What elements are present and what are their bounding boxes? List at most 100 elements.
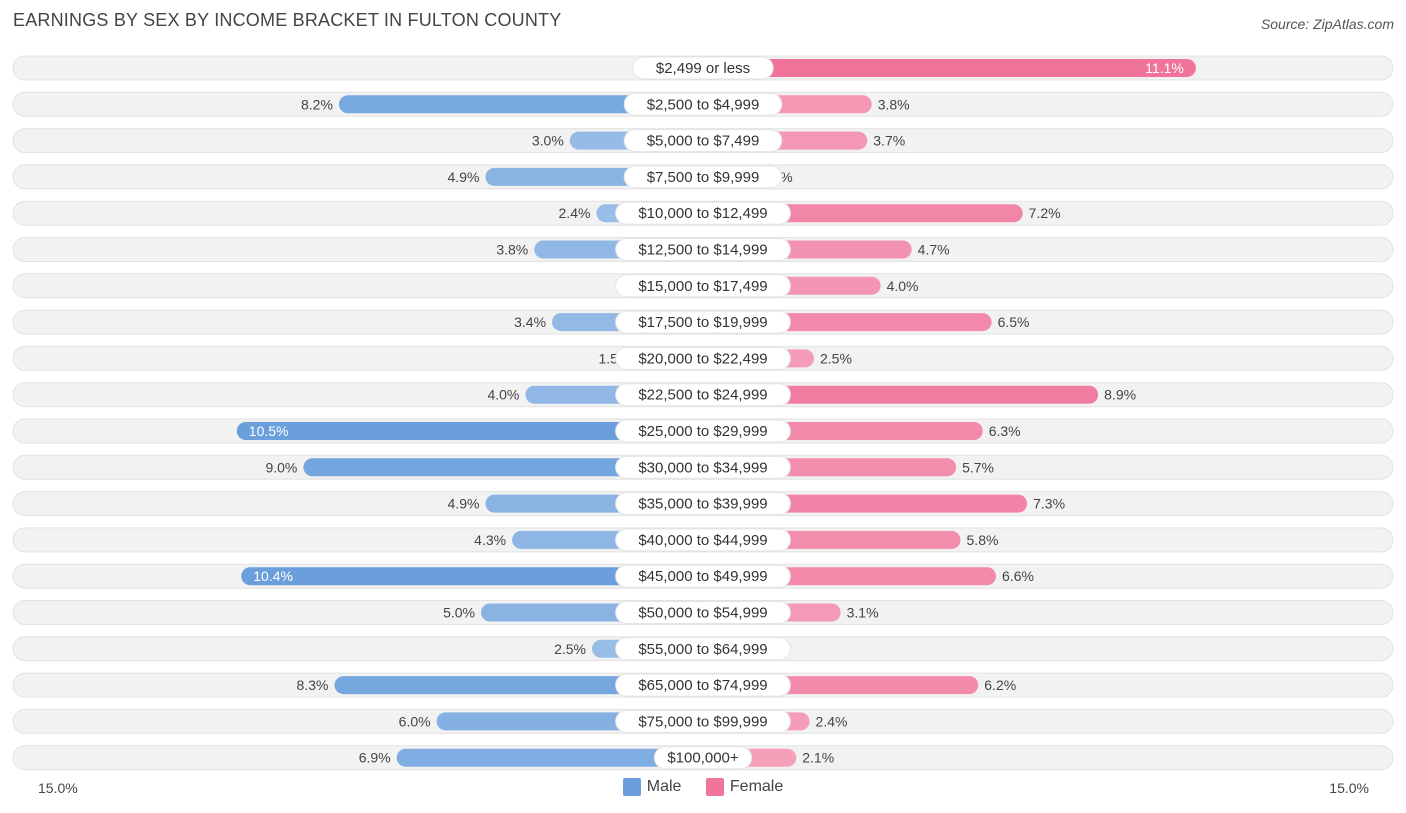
category-label: $30,000 to $34,999 — [638, 459, 767, 476]
category-pill — [653, 746, 753, 770]
male-bar — [396, 748, 703, 767]
bar-row: 1.5% 2.5%$20,000 to $22,499 — [12, 345, 1394, 371]
category-pill — [615, 383, 791, 407]
category-pill — [615, 274, 791, 298]
bar-row: 8.3% 6.2% $65,000 to $74,999 — [12, 672, 1394, 698]
category-label: $35,000 to $39,999 — [638, 496, 767, 513]
legend-female[interactable]: Female — [705, 778, 784, 796]
category-pill — [615, 455, 791, 479]
male-bar — [241, 567, 704, 586]
bar-row: 0.66%4.0%$15,000 to $17,499 — [12, 273, 1394, 299]
female-value-label: 6.2% — [984, 677, 1016, 693]
male-value-label: 10.4% — [253, 568, 293, 584]
bar-row: 3.4% 6.5% $17,500 to $19,999 — [12, 309, 1394, 335]
legend-female-label: Female — [729, 778, 784, 795]
chart-title: EARNINGS BY SEX BY INCOME BRACKET IN FUL… — [13, 10, 562, 30]
male-value-label: 3.8% — [496, 242, 528, 258]
category-pill — [623, 165, 783, 189]
category-pill — [615, 637, 791, 661]
category-label: $50,000 to $54,999 — [638, 605, 767, 622]
male-value-label: 4.3% — [474, 532, 506, 548]
category-label: $2,500 to $4,999 — [647, 96, 760, 113]
female-value-label: 4.7% — [918, 242, 950, 258]
category-label: $65,000 to $74,999 — [638, 677, 767, 694]
category-pill — [615, 601, 791, 624]
female-value-label: 11.1% — [1145, 60, 1184, 76]
male-bar — [303, 458, 703, 477]
category-label: $20,000 to $22,499 — [638, 350, 767, 367]
bar-row: 6.0% 2.4% $75,000 to $99,999 — [12, 708, 1394, 734]
female-value-label: 3.1% — [847, 605, 879, 621]
female-value-label: 5.7% — [962, 459, 994, 475]
category-pill — [615, 201, 791, 225]
male-bar — [338, 95, 703, 114]
female-value-label: 6.5% — [998, 314, 1030, 330]
bar-row: 10.5% 6.3% $25,000 to $29,999 — [12, 418, 1394, 444]
category-pill — [623, 129, 783, 153]
female-value-label: 7.2% — [1029, 205, 1061, 221]
bar-row: 2.4% 7.2% $10,000 to $12,499 — [12, 200, 1394, 226]
male-value-label: 4.9% — [448, 496, 480, 512]
male-value-label: 8.3% — [297, 677, 329, 693]
female-value-label: 6.3% — [989, 423, 1021, 439]
male-value-label: 10.5% — [249, 423, 289, 439]
bar-row: 3.0% 3.7% $5,000 to $7,499 — [12, 128, 1394, 154]
male-value-label: 3.0% — [532, 133, 564, 149]
bar-row: 10.4% 6.6% $45,000 to $49,999 — [12, 563, 1394, 589]
female-value-label: 4.0% — [887, 278, 919, 294]
bar-row: 3.8% 4.7% $12,500 to $14,999 — [12, 237, 1394, 262]
category-label: $40,000 to $44,999 — [638, 532, 767, 549]
category-label: $25,000 to $29,999 — [638, 423, 767, 440]
category-label: $7,500 to $9,999 — [647, 169, 760, 186]
female-value-label: 8.9% — [1104, 387, 1136, 403]
legend-male[interactable]: Male — [622, 778, 682, 796]
category-label: $17,500 to $19,999 — [638, 314, 767, 331]
category-label: $15,000 to $17,499 — [638, 278, 767, 295]
male-value-label: 6.9% — [359, 750, 391, 766]
legend-male-label: Male — [646, 778, 682, 795]
legend-female-swatch — [705, 778, 724, 796]
female-value-label: 3.8% — [878, 96, 910, 112]
bar-row: 9.0% 5.7% $30,000 to $34,999 — [12, 454, 1394, 480]
source-label: Source: ZipAtlas.com — [1260, 16, 1394, 32]
male-value-label: 9.0% — [265, 459, 297, 475]
legend-male-swatch — [622, 778, 641, 796]
male-value-label: 4.0% — [487, 387, 519, 403]
category-label: $2,499 or less — [656, 60, 750, 77]
bar-row: 5.0% 3.1% $50,000 to $54,999 — [12, 600, 1394, 625]
category-label: $12,500 to $14,999 — [638, 242, 767, 259]
bar-row: 4.9%0.99%$7,500 to $9,999 — [12, 164, 1394, 190]
female-value-label: 2.5% — [820, 350, 852, 366]
female-bar — [703, 385, 1099, 404]
category-pill — [615, 346, 791, 370]
female-value-label: 2.4% — [816, 713, 848, 729]
axis-right-label: 15.0% — [1329, 780, 1369, 796]
category-label: $100,000+ — [667, 750, 739, 767]
female-value-label: 7.3% — [1033, 496, 1065, 512]
female-bar — [703, 59, 1196, 77]
male-bar — [236, 422, 704, 440]
bar-row: 6.9% 2.1% $100,000+ — [12, 745, 1394, 771]
female-value-label: 2.1% — [802, 750, 834, 766]
category-label: $5,000 to $7,499 — [647, 133, 760, 150]
female-value-label: 5.8% — [967, 532, 999, 548]
male-value-label: 4.9% — [448, 169, 480, 185]
male-value-label: 6.0% — [399, 713, 431, 729]
bar-row: 2.5%1.0%$55,000 to $64,999 — [12, 636, 1394, 662]
category-pill — [615, 673, 791, 697]
category-pill — [623, 92, 783, 116]
category-pill — [615, 528, 791, 552]
category-pill — [615, 492, 791, 516]
category-label: $75,000 to $99,999 — [638, 713, 767, 730]
category-label: $45,000 to $49,999 — [638, 568, 767, 585]
female-value-label: 3.7% — [873, 133, 905, 149]
category-label: $10,000 to $12,499 — [638, 205, 767, 222]
legend: Male Female — [0, 778, 1406, 801]
male-value-label: 2.4% — [559, 205, 591, 221]
category-label: $22,500 to $24,999 — [638, 387, 767, 404]
male-value-label: 5.0% — [443, 605, 475, 621]
bar-row: 4.0% 8.9% $22,500 to $24,999 — [12, 382, 1394, 408]
bar-row: 4.3% 5.8% $40,000 to $44,999 — [12, 527, 1394, 553]
male-value-label: 3.4% — [514, 314, 546, 330]
